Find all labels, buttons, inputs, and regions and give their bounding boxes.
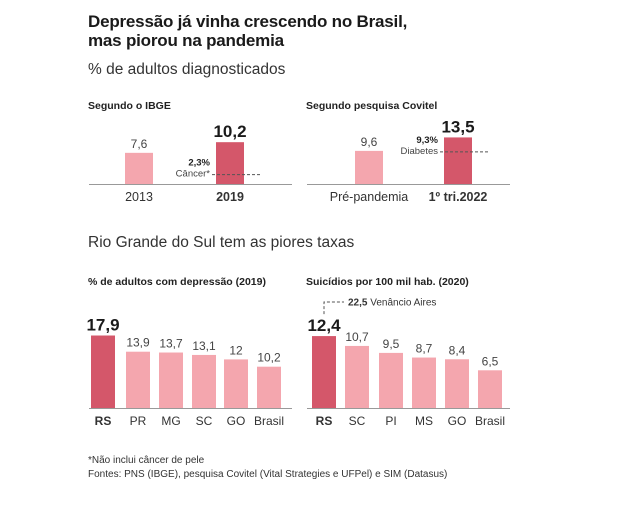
value-label-depression-brasil: 10,2 — [257, 351, 281, 365]
title-line-2: mas piorou na pandemia — [88, 31, 284, 50]
value-label-covitel-pr-pandemia: 9,6 — [361, 135, 378, 149]
annotation-line-suicides — [323, 301, 344, 315]
chart-title: Depressão já vinha crescendo no Brasil, … — [88, 12, 508, 50]
bar-ibge-2019 — [216, 142, 244, 184]
value-label-ibge-2013: 7,6 — [131, 137, 148, 151]
tick-label-depression-rs: RS — [95, 414, 112, 428]
bar-depression-sc — [192, 354, 216, 408]
value-label-depression-mg: 13,7 — [159, 337, 183, 351]
reference-value-ibge: 2,3% — [188, 158, 210, 169]
value-label-depression-go: 12 — [229, 343, 243, 357]
bar-depression-pr — [126, 351, 150, 408]
annotation-value-suicides: 22,5 — [348, 298, 368, 309]
value-label-suicides-go: 8,4 — [449, 343, 466, 357]
tick-label-suicides-ms: MS — [415, 414, 433, 428]
title-line-1: Depressão já vinha crescendo no Brasil, — [88, 12, 408, 31]
tick-label-suicides-pi: PI — [385, 414, 396, 428]
sources: Fontes: PNS (IBGE), pesquisa Covitel (Vi… — [88, 469, 448, 480]
bar-suicides-rs — [312, 336, 336, 408]
tick-label-depression-brasil: Brasil — [254, 414, 284, 428]
panel-title-covitel: Segundo pesquisa Covitel — [306, 100, 438, 112]
reference-label-ibge: Câncer* — [176, 169, 211, 180]
value-label-ibge-2019: 10,2 — [213, 122, 246, 141]
value-label-suicides-pi: 9,5 — [383, 337, 400, 351]
tick-label-depression-mg: MG — [161, 414, 180, 428]
bar-suicides-sc — [345, 345, 369, 408]
panel-title-ibge: Segundo o IBGE — [88, 100, 171, 112]
tick-label-suicides-go: GO — [448, 414, 467, 428]
tick-label-depression-go: GO — [227, 414, 246, 428]
tick-label-suicides-sc: SC — [349, 414, 366, 428]
value-label-depression-sc: 13,1 — [192, 339, 216, 353]
bar-suicides-brasil — [478, 370, 502, 408]
value-label-suicides-ms: 8,7 — [416, 342, 433, 356]
tick-label-covitel-pr-pandemia: Pré-pandemia — [330, 190, 409, 204]
footnote: *Não inclui câncer de pele — [88, 455, 205, 466]
value-label-depression-pr: 13,9 — [126, 336, 150, 350]
reference-value-covitel: 9,3% — [416, 135, 438, 146]
value-label-depression-rs: 17,9 — [86, 316, 119, 335]
tick-label-ibge-2013: 2013 — [125, 190, 153, 204]
tick-label-ibge-2019: 2019 — [216, 190, 244, 204]
bar-depression-brasil — [257, 366, 281, 408]
reference-label-covitel: Diabetes — [401, 146, 439, 157]
value-label-suicides-sc: 10,7 — [345, 330, 369, 344]
bar-covitel-pr-pandemia — [355, 150, 383, 184]
section-title-rs: Rio Grande do Sul tem as piores taxas — [88, 234, 355, 251]
value-label-suicides-rs: 12,4 — [307, 316, 341, 335]
bar-suicides-go — [445, 359, 469, 408]
bar-depression-mg — [159, 352, 183, 408]
tick-label-depression-sc: SC — [196, 414, 213, 428]
annotation-suicides: 22,5 Venâncio Aires — [348, 298, 436, 309]
tick-label-suicides-rs: RS — [316, 414, 333, 428]
annotation-label-suicides: Venâncio Aires — [367, 298, 436, 309]
bar-suicides-ms — [412, 357, 436, 408]
bar-ibge-2013 — [125, 152, 153, 184]
bar-depression-go — [224, 359, 248, 408]
bar-depression-rs — [91, 335, 115, 408]
panel-title-depression: % de adultos com depressão (2019) — [88, 276, 266, 288]
tick-label-covitel-1-tri-2022: 1º tri.2022 — [429, 190, 488, 204]
value-label-covitel-1-tri-2022: 13,5 — [441, 117, 474, 136]
chart-subtitle: % de adultos diagnosticados — [88, 61, 286, 78]
bar-covitel-1-tri-2022 — [444, 137, 472, 184]
tick-label-suicides-brasil: Brasil — [475, 414, 505, 428]
value-label-suicides-brasil: 6,5 — [482, 354, 499, 368]
tick-label-depression-pr: PR — [130, 414, 147, 428]
panel-title-suicides: Suicídios por 100 mil hab. (2020) — [306, 276, 469, 288]
bar-suicides-pi — [379, 352, 403, 408]
